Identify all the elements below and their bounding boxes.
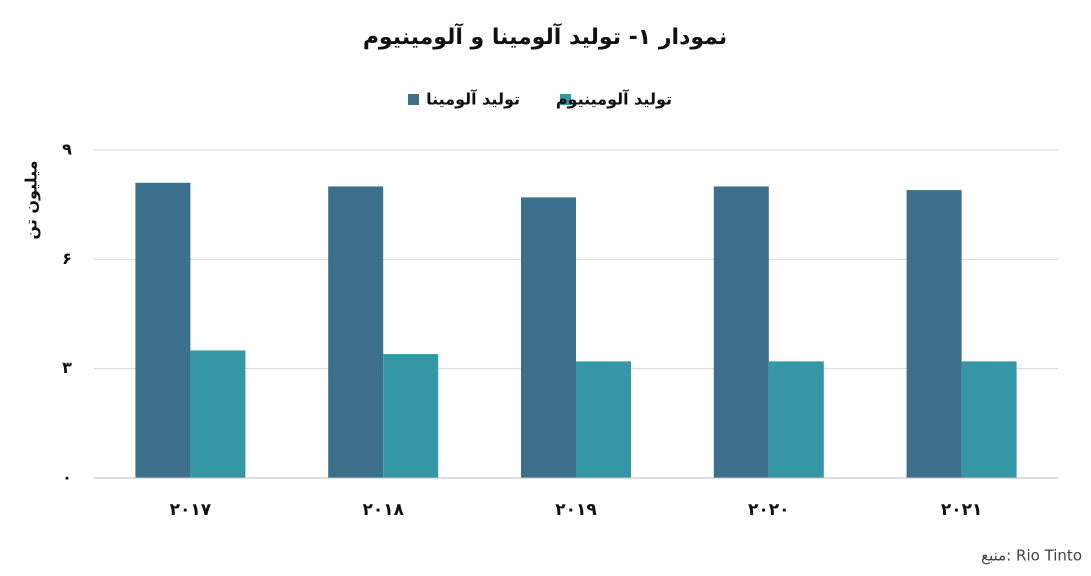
x-tick-label: ۲۰۱۷ bbox=[170, 500, 212, 520]
y-axis-label: میلیون تن bbox=[22, 160, 41, 239]
y-tick-label: ۰ bbox=[62, 468, 72, 487]
legend-swatch bbox=[560, 94, 571, 105]
bar bbox=[521, 197, 576, 478]
bar bbox=[961, 361, 1017, 478]
legend-label: تولید آلومینیوم bbox=[556, 89, 672, 109]
source-note: منبع: Rio Tinto bbox=[981, 547, 1082, 565]
x-tick-label: ۲۰۱۸ bbox=[362, 500, 404, 520]
legend-label: تولید آلومینا bbox=[426, 89, 520, 109]
bar bbox=[713, 186, 769, 478]
bar bbox=[328, 186, 384, 478]
bar bbox=[906, 190, 962, 479]
x-tick-label: ۲۰۲۰ bbox=[748, 500, 790, 520]
x-tick-label: ۲۰۱۹ bbox=[555, 500, 597, 520]
bar bbox=[135, 182, 191, 479]
chart-title: نمودار ۱- تولید آلومینا و آلومینیوم bbox=[363, 22, 727, 50]
y-tick-label: ۳ bbox=[62, 358, 72, 377]
y-tick-label: ۹ bbox=[62, 140, 72, 159]
bar bbox=[190, 350, 246, 478]
bar bbox=[576, 361, 631, 478]
x-tick-label: ۲۰۲۱ bbox=[941, 500, 983, 520]
legend-swatch bbox=[408, 94, 419, 105]
bar bbox=[768, 361, 824, 478]
bar bbox=[383, 354, 439, 478]
y-tick-label: ۶ bbox=[62, 249, 72, 268]
